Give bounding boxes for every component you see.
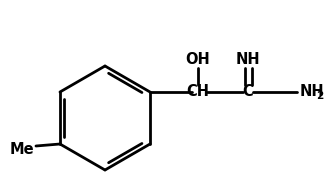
Text: NH: NH: [300, 85, 325, 100]
Text: 2: 2: [316, 91, 323, 101]
Text: C: C: [243, 85, 254, 100]
Text: NH: NH: [236, 52, 260, 68]
Text: Me: Me: [10, 142, 34, 157]
Text: CH: CH: [187, 85, 210, 100]
Text: OH: OH: [186, 52, 211, 68]
